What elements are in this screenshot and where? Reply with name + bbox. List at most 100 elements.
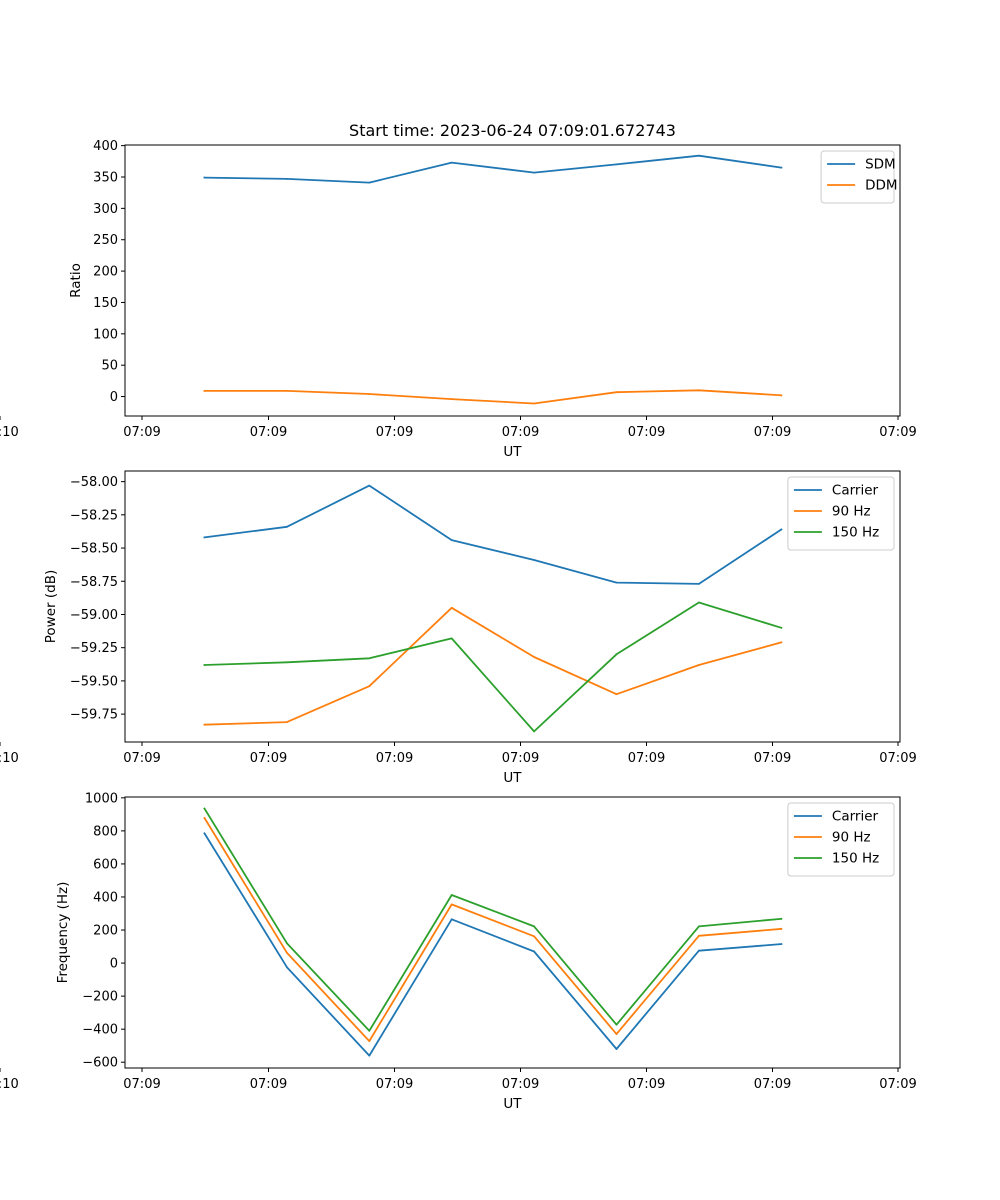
data-point-carrier [698,583,700,585]
y-tick-label: 50 [101,359,118,374]
x-tick-label: 07:09 [628,425,665,440]
frequency-y-axis-label: Frequency (Hz) [55,882,71,984]
ratio-y-axis-label: Ratio [68,263,84,298]
data-point-carrier [533,950,535,953]
ratio-x-axis-label: UT [503,444,522,460]
x-tick-label: 07:09 [250,425,287,440]
frequency-x-axis-label: UT [503,1096,522,1112]
data-point-sdm [203,176,206,179]
data-point-ddm [698,389,700,392]
data-point-carrier [615,581,618,584]
data-point-90-hz [203,817,206,819]
data-point-150-hz [203,664,206,666]
data-point-150-hz [533,730,535,733]
x-tick-label: 07:09 [376,751,413,766]
data-point-carrier [698,949,700,952]
series-line-90-hz [203,606,783,726]
data-point-90-hz [450,903,453,906]
series-line-150-hz [203,807,783,1032]
ratio-x-ticks: 07:09 07:09 07:09 07:09 07:09 07:09 07:09 07:10 [0,416,917,440]
x-tick-label: 07:09 [879,425,916,440]
y-tick-label: −600 [82,1056,118,1071]
y-tick-label: −59.75 [70,708,118,723]
data-point-150-hz [286,942,288,945]
data-point-90-hz [368,685,371,688]
data-point-carrier [286,966,288,969]
series-line-ddm [203,389,783,405]
x-tick-label: 07:09 [628,751,665,766]
data-point-carrier [203,536,206,539]
y-tick-label: 200 [93,265,118,280]
x-tick-label: 07:09 [123,1077,160,1092]
frequency-y-ticks: −600 −400 −200 0 200 400 600 800 1000 [82,791,125,1071]
data-point-carrier [615,1048,618,1050]
x-tick-label: 07:09 [376,1077,413,1092]
data-point-90-hz [286,951,288,954]
data-point-carrier [533,559,535,561]
data-point-150-hz [368,657,371,660]
y-tick-label: −58.25 [70,508,118,523]
frequency-x-ticks: 07:09 07:09 07:09 07:09 07:09 07:09 07:09 07:10 [0,1068,917,1092]
y-tick-label: −58.75 [70,575,118,590]
data-point-carrier [368,484,371,487]
x-tick-label: 07:10 [0,425,19,440]
y-tick-label: 200 [93,924,118,939]
y-tick-label: −59.50 [70,674,118,689]
ratio-y-ticks: 0 50 100 150 200 250 300 350 400 [93,139,125,405]
x-tick-label: 07:10 [0,751,19,766]
data-point-sdm [533,171,535,174]
data-point-ddm [615,391,618,394]
series-line-carrier [203,832,783,1057]
y-tick-label: 1000 [85,791,118,806]
x-tick-label: 07:09 [123,751,160,766]
y-tick-label: 150 [93,296,118,311]
data-point-150-hz [698,925,700,928]
y-tick-label: −400 [82,1023,118,1038]
data-point-90-hz [450,606,453,609]
power-series-lines [203,484,783,733]
data-point-carrier [203,832,206,835]
data-point-150-hz [780,626,783,629]
data-point-ddm [203,390,206,392]
power-x-axis-label: UT [503,770,522,786]
data-point-sdm [450,161,453,164]
data-point-90-hz [533,935,535,938]
power-panel: −59.75 −59.50 −59.25 −59.00 −58.75 −58.50 −58.… [0,470,917,786]
series-line-90-hz [203,816,783,1042]
frequency-legend: Carrier 90 Hz 150 Hz [787,802,895,877]
data-point-carrier [450,918,453,921]
data-point-carrier [780,943,783,945]
y-tick-label: 350 [93,170,118,185]
data-point-sdm [615,163,618,166]
data-point-ddm [450,398,453,400]
data-point-ddm [286,390,288,392]
ratio-panel: Start time: 2023-06-24 07:09:01.672743 0… [0,121,917,460]
data-point-90-hz [698,934,700,937]
series-line-150-hz [203,601,783,733]
data-point-carrier [780,528,783,531]
y-tick-label: 0 [110,390,118,405]
data-point-150-hz [698,601,700,604]
data-point-sdm [286,178,288,180]
legend-entry: 90 Hz [832,830,871,846]
power-legend: Carrier 90 Hz 150 Hz [787,476,895,551]
y-tick-label: −200 [82,990,118,1005]
power-axes-frame [124,470,901,743]
data-point-90-hz [615,1033,618,1035]
y-tick-label: −58.50 [70,542,118,557]
y-tick-label: −58.00 [70,475,118,490]
x-tick-label: 07:09 [502,751,539,766]
data-point-150-hz [286,661,288,664]
x-tick-label: 07:09 [754,1077,791,1092]
x-tick-label: 07:09 [754,425,791,440]
data-point-90-hz [203,723,206,726]
ratio-series-lines [203,154,783,405]
data-point-90-hz [286,721,288,723]
x-tick-label: 07:09 [754,751,791,766]
data-point-150-hz [615,653,618,656]
y-tick-label: 600 [93,857,118,872]
ratio-axes-frame [124,144,901,417]
y-tick-label: 400 [93,890,118,905]
data-point-sdm [698,154,700,157]
